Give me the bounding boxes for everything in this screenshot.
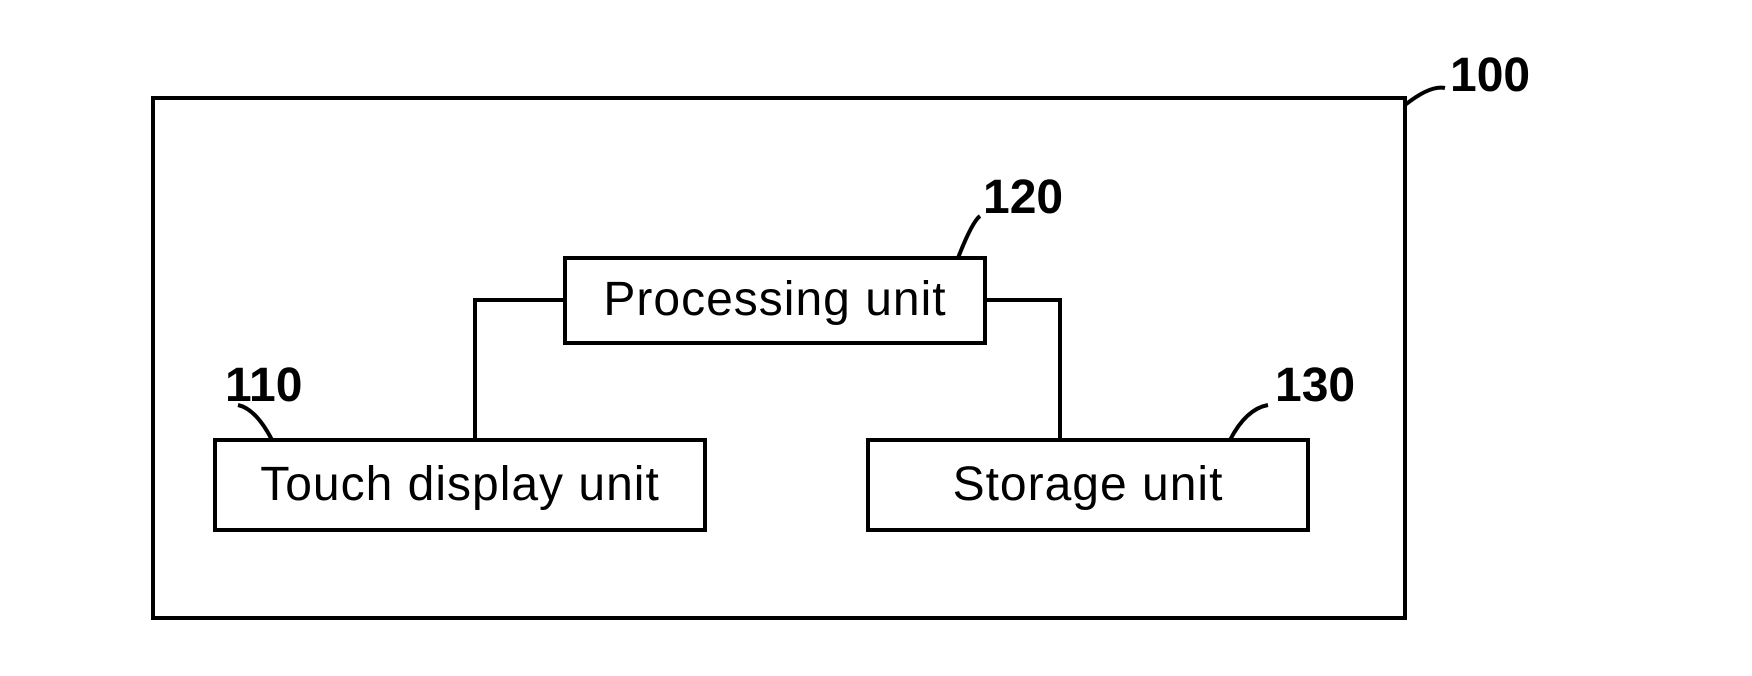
ref-label-110: 110 <box>225 358 302 413</box>
storage-unit-label: Storage unit <box>878 457 1298 512</box>
outer-box <box>153 98 1405 618</box>
ref-label-120: 120 <box>983 170 1063 225</box>
connector-processing-to-touch <box>475 300 565 440</box>
touch-display-unit-label: Touch display unit <box>224 457 696 512</box>
leader-100 <box>1405 88 1445 105</box>
connector-processing-to-storage <box>985 300 1060 440</box>
ref-label-100: 100 <box>1450 48 1530 103</box>
leader-130 <box>1230 405 1268 440</box>
processing-unit-label: Processing unit <box>575 272 975 327</box>
ref-label-130: 130 <box>1275 358 1355 413</box>
leader-120 <box>958 216 980 258</box>
